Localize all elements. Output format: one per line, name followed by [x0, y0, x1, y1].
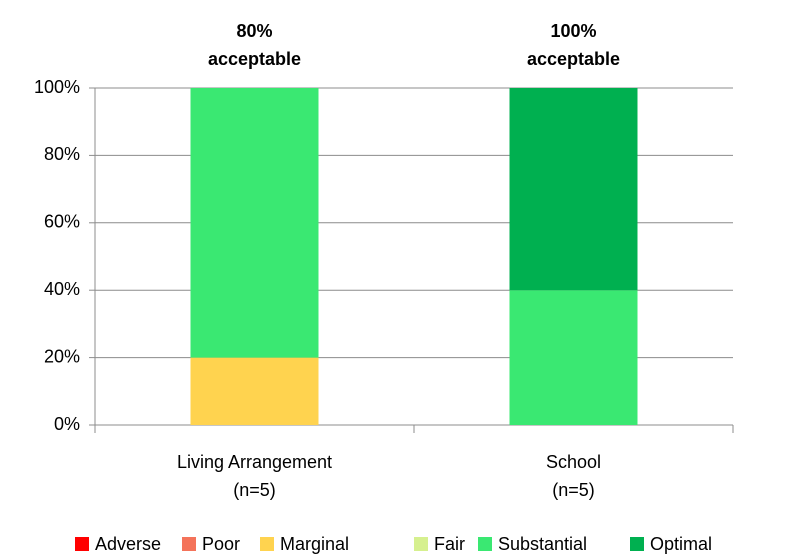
- legend-swatch: [478, 537, 492, 551]
- y-tick-label: 0%: [54, 414, 80, 434]
- legend-label: Adverse: [95, 534, 161, 554]
- y-tick-label: 20%: [44, 346, 80, 366]
- bar-segment: [509, 88, 638, 291]
- y-tick-label: 80%: [44, 144, 80, 164]
- legend-label: Poor: [202, 534, 240, 554]
- x-tick-label: Living Arrangement (n=5): [177, 452, 332, 500]
- legend-label: Substantial: [498, 534, 587, 554]
- legend-swatch: [630, 537, 644, 551]
- legend-swatch: [414, 537, 428, 551]
- annotation: 100% acceptable: [527, 21, 620, 69]
- legend-label: Optimal: [650, 534, 712, 554]
- bar-segment: [190, 88, 319, 358]
- legend-label: Fair: [434, 534, 465, 554]
- legend-swatch: [75, 537, 89, 551]
- y-tick-label: 60%: [44, 212, 80, 232]
- bar-segment: [509, 290, 638, 425]
- legend-label: Marginal: [280, 534, 349, 554]
- legend-swatch: [182, 537, 196, 551]
- bar-segment: [190, 357, 319, 425]
- annotation: 80% acceptable: [208, 21, 301, 69]
- y-tick-label: 100%: [34, 77, 80, 97]
- y-tick-label: 40%: [44, 279, 80, 299]
- legend-swatch: [260, 537, 274, 551]
- x-tick-label: School (n=5): [546, 452, 601, 500]
